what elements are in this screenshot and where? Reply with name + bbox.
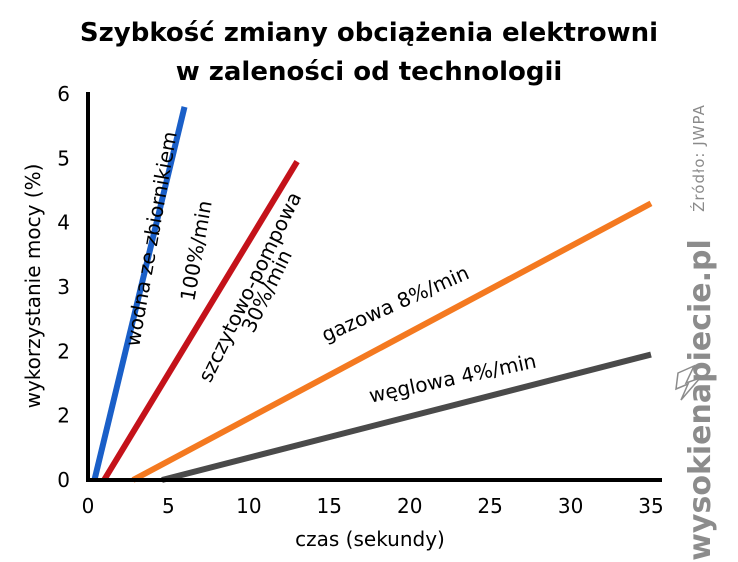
x-tick-label-2: 10 <box>236 494 261 518</box>
y-tick-label-5: 5 <box>57 146 70 170</box>
series-line-2 <box>131 200 653 483</box>
series-line-0 <box>91 106 188 481</box>
series-lines <box>91 106 653 483</box>
x-tick-label-1: 5 <box>162 494 175 518</box>
y-tick-label-0: 0 <box>57 468 70 492</box>
series-label-gazowa: gazowa 8%/min <box>318 260 473 347</box>
x-tick-label-5: 25 <box>477 494 502 518</box>
x-tick-label-7: 35 <box>638 494 663 518</box>
x-tick-label-6: 30 <box>558 494 583 518</box>
y-tick-label-4: 4 <box>57 211 70 235</box>
chart-title: Szybkość zmiany obciążenia elektrowni w … <box>80 18 658 87</box>
series-label-wodna-line-1: wodna ze zbiornikiem <box>120 129 181 348</box>
series-labels: wodna ze zbiornikiem 100%/min szczytowo-… <box>120 129 538 407</box>
y-axis-ticks: 0 2 2 3 4 5 6 <box>57 82 70 492</box>
y-axis-label: wykorzystanie mocy (%) <box>21 164 45 409</box>
x-axis-label: czas (sekundy) <box>295 527 445 551</box>
chart-title-line-2: w zaleności od technologii <box>176 57 563 87</box>
y-tick-label-2: 2 <box>57 339 70 363</box>
x-tick-label-4: 20 <box>397 494 422 518</box>
y-tick-label-3: 3 <box>57 275 70 299</box>
watermark: wysokienapiecie.pl <box>675 239 718 561</box>
source-note: Źródło: JWPA <box>689 104 708 212</box>
chart-title-line-1: Szybkość zmiany obciążenia elektrowni <box>80 18 658 48</box>
series-line-3 <box>161 351 652 483</box>
x-axis-ticks: 0 5 10 15 20 25 30 35 <box>82 494 664 518</box>
y-tick-label-1: 2 <box>57 404 70 428</box>
series-label-weglowa: węglowa 4%/min <box>367 349 539 408</box>
watermark-text: wysokienapiecie.pl <box>683 239 718 561</box>
series-label-wodna-line-2: 100%/min <box>175 199 216 303</box>
axes <box>86 92 662 482</box>
x-tick-label-0: 0 <box>82 494 95 518</box>
y-tick-label-6: 6 <box>57 82 70 106</box>
lightning-icon <box>675 364 703 401</box>
x-tick-label-3: 15 <box>317 494 342 518</box>
series-line-1 <box>101 159 300 482</box>
